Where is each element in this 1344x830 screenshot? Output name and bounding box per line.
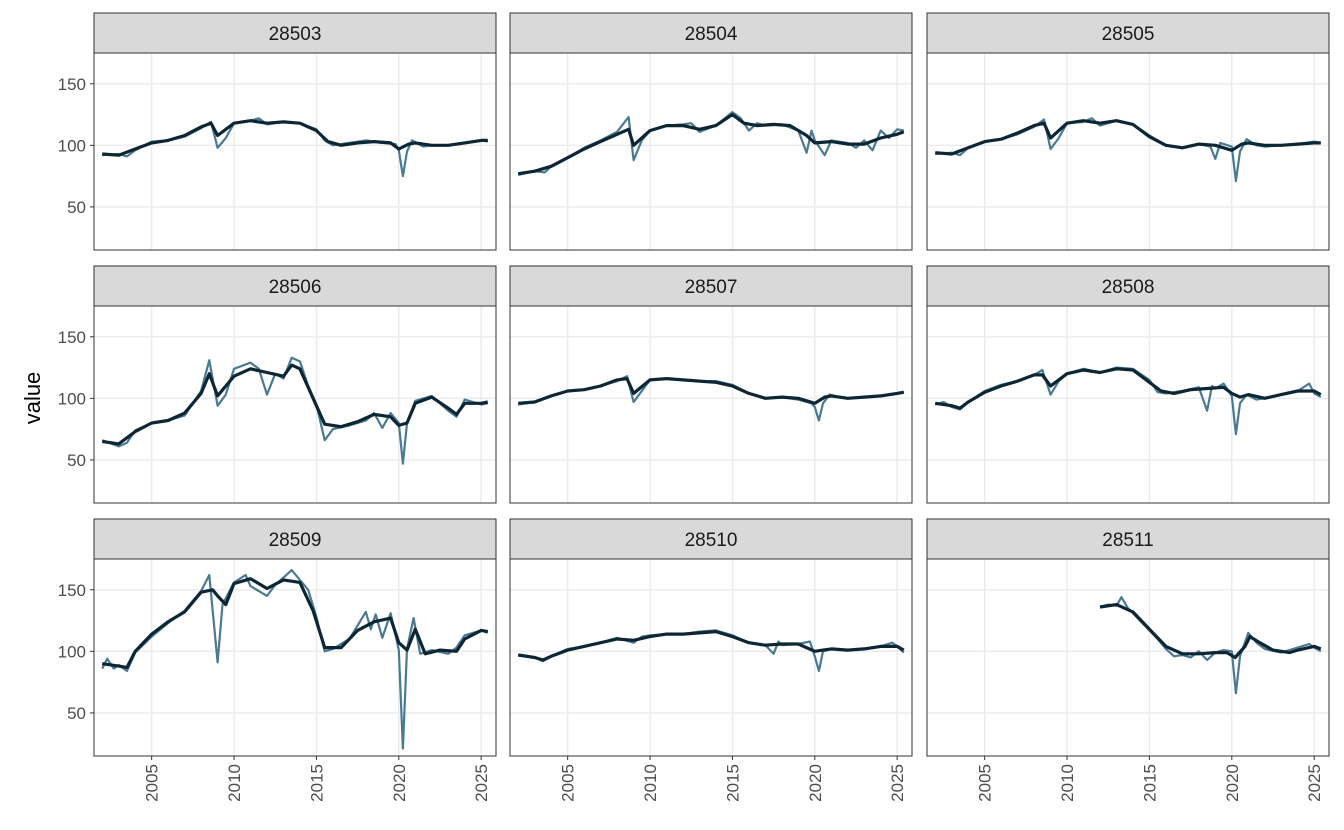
- facet-strip: [926, 12, 1330, 54]
- panel-background: [510, 306, 912, 503]
- panel-border: [93, 305, 497, 504]
- facet-strip: [93, 265, 497, 307]
- x-tick-label: 2005: [976, 764, 995, 802]
- x-tick-label: 2025: [888, 764, 907, 802]
- x-tick-label: 2020: [390, 764, 409, 802]
- panel-background: [510, 53, 912, 250]
- y-tick-label: 50: [67, 198, 86, 217]
- trend-series-line: [101, 577, 489, 669]
- panel-border: [926, 558, 1330, 757]
- trend-series-line: [517, 630, 905, 662]
- facet-label: 28511: [1102, 530, 1153, 551]
- y-tick-label: 100: [58, 642, 86, 661]
- y-tick-label: 150: [58, 328, 86, 347]
- x-tick-label: 2015: [307, 764, 326, 802]
- trend-series-line: [101, 363, 489, 446]
- facet-label: 28507: [685, 277, 738, 298]
- x-tick-label: 2005: [559, 764, 578, 802]
- panel-background: [927, 306, 1329, 503]
- y-tick-label: 150: [58, 581, 86, 600]
- panel-background: [94, 559, 496, 756]
- facet-label: 28508: [1102, 277, 1155, 298]
- facet-label: 28503: [269, 24, 322, 45]
- y-tick-label: 50: [67, 704, 86, 723]
- panel-background: [94, 306, 496, 503]
- panel-background: [94, 53, 496, 250]
- y-tick-label: 150: [58, 75, 86, 94]
- x-tick-label: 2015: [723, 764, 742, 802]
- x-tick-label: 2015: [1140, 764, 1159, 802]
- y-tick-label: 100: [58, 389, 86, 408]
- x-tick-label: 2025: [1305, 764, 1324, 802]
- x-tick-label: 2010: [641, 764, 660, 802]
- panel-border: [93, 52, 497, 251]
- y-tick-label: 100: [58, 136, 86, 155]
- trend-series-line: [935, 119, 1321, 156]
- x-tick-label: 2020: [806, 764, 825, 802]
- panel-border: [509, 305, 913, 504]
- panel-background: [510, 559, 912, 756]
- panel-border: [509, 558, 913, 757]
- trend-series-line: [518, 377, 905, 405]
- x-tick-label: 2010: [1058, 764, 1077, 802]
- panel-border: [509, 52, 913, 251]
- panel-border: [926, 52, 1330, 251]
- facet-label: 28504: [685, 24, 738, 45]
- facet-strip: [509, 265, 913, 307]
- trend-series-line: [1099, 603, 1322, 660]
- x-tick-label: 2025: [472, 764, 491, 802]
- x-tick-label: 2005: [143, 764, 162, 802]
- trend-series-line: [934, 367, 1322, 410]
- trend-series-line: [517, 113, 905, 176]
- facet-strip: [509, 518, 913, 560]
- panel-background: [927, 559, 1329, 756]
- facet-strip: [93, 518, 497, 560]
- panel-border: [93, 558, 497, 757]
- y-axis-title: value: [20, 372, 45, 425]
- facet-strip: [93, 12, 497, 54]
- x-tick-label: 2010: [225, 764, 244, 802]
- facet-label: 28505: [1102, 24, 1155, 45]
- trend-series-line: [102, 119, 488, 157]
- panel-background: [927, 53, 1329, 250]
- facet-label: 28510: [685, 530, 738, 551]
- facet-strip: [926, 265, 1330, 307]
- panel-border: [926, 305, 1330, 504]
- x-tick-label: 2020: [1223, 764, 1242, 802]
- y-tick-label: 50: [67, 451, 86, 470]
- facet-label: 28509: [269, 530, 322, 551]
- facet-label: 28506: [269, 277, 322, 298]
